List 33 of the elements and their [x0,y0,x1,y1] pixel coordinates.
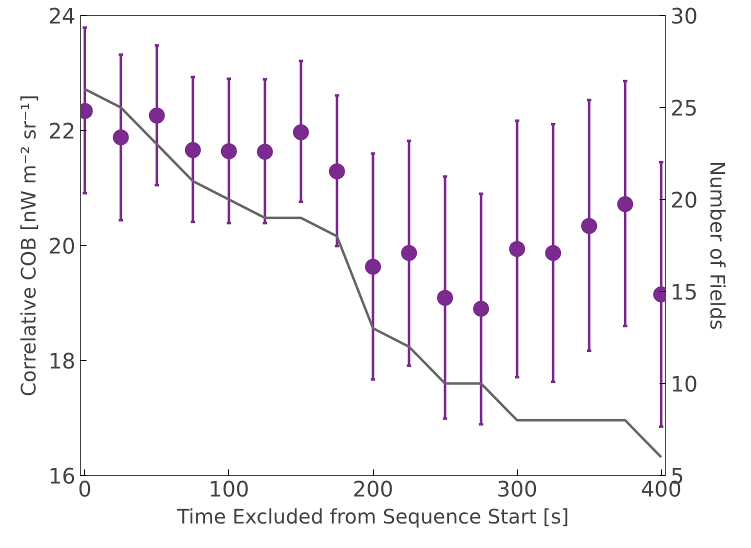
point [220,143,237,160]
line-series [84,88,662,458]
y2-axis-title: Number of Fields [706,161,730,330]
point [581,218,598,234]
y-tick-label: 22 [48,120,76,144]
point [617,196,634,212]
point [437,290,454,306]
point [365,258,381,275]
point [509,240,526,257]
x-tick-label: 200 [352,478,394,502]
y-axis-title: Correlative COB [nW m⁻² sr⁻¹] [16,94,40,396]
point [112,129,129,146]
x-tick-label: 0 [78,478,92,502]
point [292,124,309,140]
y-tick-label: 18 [48,350,76,374]
point [401,244,418,261]
x-tick-label: 100 [208,478,250,502]
y-tick-label: 20 [48,234,76,260]
x-axis-title: Time Excluded from Sequence Start [s] [176,504,569,528]
y2-tick-label: 20 [670,188,698,214]
point [148,108,165,124]
y2-tick-label: 10 [670,372,698,398]
point [256,144,273,160]
y-tick-label: 24 [48,4,76,30]
y2-tick-label: 15 [670,280,698,306]
y2-tick-label: 30 [670,4,698,30]
point [473,300,490,317]
point [184,142,201,158]
point [545,244,562,261]
y-tick-label: 16 [48,464,76,490]
x-tick-label: 300 [496,478,538,502]
point [328,163,345,180]
y2-tick-label: 25 [670,96,698,122]
